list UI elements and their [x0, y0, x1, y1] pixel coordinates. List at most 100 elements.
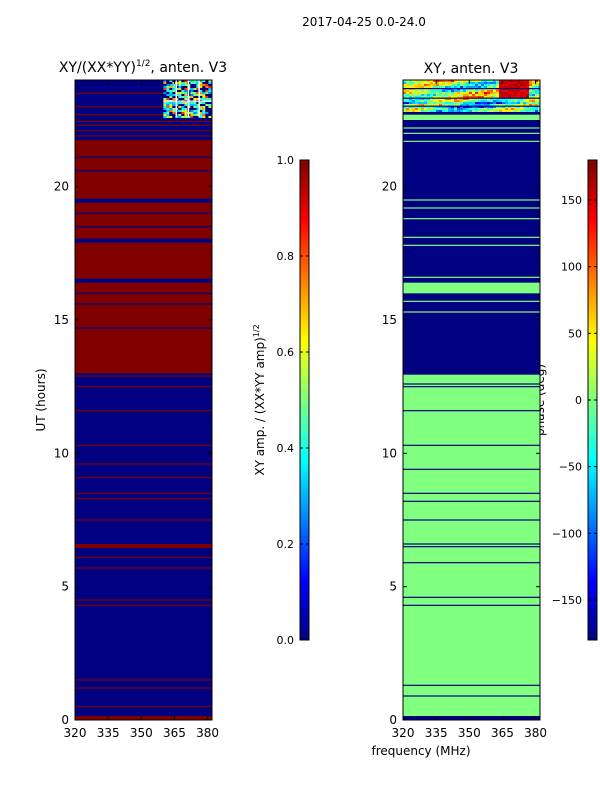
colorbar-segment	[300, 604, 309, 609]
noise-cell	[421, 92, 424, 94]
noise-cell	[517, 102, 520, 104]
noise-cell	[409, 82, 412, 84]
noise-cell	[460, 94, 463, 96]
panel2-band	[403, 114, 540, 120]
colorbar-segment	[588, 432, 597, 437]
colorbar-segment	[588, 292, 597, 297]
noise-cell	[406, 94, 409, 96]
noise-cell	[475, 106, 478, 108]
panel1-line	[75, 706, 212, 708]
noise-cell	[169, 86, 173, 88]
colorbar-segment	[588, 556, 597, 561]
noise-cell	[424, 104, 427, 106]
noise-cell	[484, 92, 487, 94]
noise-cell	[508, 98, 511, 100]
noise-cell	[193, 82, 197, 84]
noise-cell	[421, 94, 424, 96]
noise-cell	[184, 112, 188, 114]
noise-cell	[508, 102, 511, 104]
noise-cell	[532, 98, 535, 100]
noise-cell	[181, 84, 185, 86]
noise-cell	[409, 110, 412, 112]
noise-cell	[484, 104, 487, 106]
panel2-plot: 320 335 350 365 380 0 5 10 15 20	[382, 79, 547, 740]
noise-gridline	[175, 80, 178, 118]
noise-cell	[415, 100, 418, 102]
noise-cell	[487, 90, 490, 92]
noise-cell	[424, 82, 427, 84]
noise-cell	[499, 110, 502, 112]
noise-cell	[454, 90, 457, 92]
noise-cell	[490, 82, 493, 84]
colorbar-tick-label: −50	[559, 461, 582, 474]
noise-cell	[463, 110, 466, 112]
colorbar-segment	[300, 616, 309, 621]
noise-cell	[502, 110, 505, 112]
y-tick-label: 5	[389, 580, 397, 594]
noise-cell	[523, 82, 526, 84]
noise-cell	[178, 110, 182, 112]
noise-cell	[403, 100, 406, 102]
colorbar-layer: 0.0 0.2 0.4 0.6 0.8 1.0 −150 −100 −50 0 50 100 150	[277, 154, 598, 647]
noise-cell	[163, 104, 167, 106]
noise-cell	[493, 106, 496, 108]
noise-cell	[517, 80, 520, 82]
noise-cell	[496, 102, 499, 104]
noise-cell	[406, 86, 409, 88]
colorbar-segment	[300, 472, 309, 477]
noise-cell	[202, 96, 206, 98]
noise-cell	[442, 86, 445, 88]
noise-cell	[406, 104, 409, 106]
colorbar-segment	[588, 496, 597, 501]
noise-cell	[466, 96, 469, 98]
noise-cell	[193, 92, 197, 94]
colorbar-segment	[300, 552, 309, 557]
noise-cell	[481, 96, 484, 98]
colorbar-segment	[300, 388, 309, 393]
colorbar-segment	[588, 304, 597, 309]
noise-cell	[523, 110, 526, 112]
noise-cell	[457, 100, 460, 102]
colorbar-segment	[588, 440, 597, 445]
noise-cell	[442, 94, 445, 96]
noise-cell	[538, 100, 540, 102]
noise-cell	[469, 86, 472, 88]
noise-cell	[424, 108, 427, 110]
noise-cell	[409, 98, 412, 100]
noise-cell	[487, 96, 490, 98]
noise-cell	[490, 102, 493, 104]
noise-cell	[457, 86, 460, 88]
noise-cell	[208, 104, 212, 106]
noise-cell	[205, 94, 209, 96]
colorbar-segment	[588, 364, 597, 369]
noise-cell	[496, 98, 499, 100]
noise-cell	[511, 96, 514, 98]
colorbar-segment	[588, 340, 597, 345]
noise-cell	[445, 96, 448, 98]
y-tick-label: 15	[382, 313, 397, 327]
noise-cell	[433, 110, 436, 112]
noise-cell	[418, 80, 421, 82]
noise-cell	[190, 88, 194, 90]
noise-cell	[451, 90, 454, 92]
colorbar-segment	[300, 504, 309, 509]
noise-cell	[469, 98, 472, 100]
noise-cell	[445, 98, 448, 100]
noise-cell	[190, 104, 194, 106]
panel2-line	[403, 546, 540, 548]
heatmap-layer: 320 335 350 365 380 0 5 10 15 20 320 335 350 365 380 0 5…	[54, 79, 547, 740]
noise-cell	[493, 84, 496, 86]
noise-cell	[430, 80, 433, 82]
noise-cell	[190, 102, 194, 104]
noise-cell	[442, 84, 445, 86]
colorbar-segment	[300, 356, 309, 361]
noise-cell	[466, 86, 469, 88]
colorbar-segment	[300, 608, 309, 613]
noise-cell	[181, 112, 185, 114]
noise-cell	[442, 104, 445, 106]
noise-cell	[427, 96, 430, 98]
noise-cell	[508, 96, 511, 98]
noise-cell	[166, 88, 170, 90]
noise-cell	[169, 88, 173, 90]
noise-cell	[202, 84, 206, 86]
